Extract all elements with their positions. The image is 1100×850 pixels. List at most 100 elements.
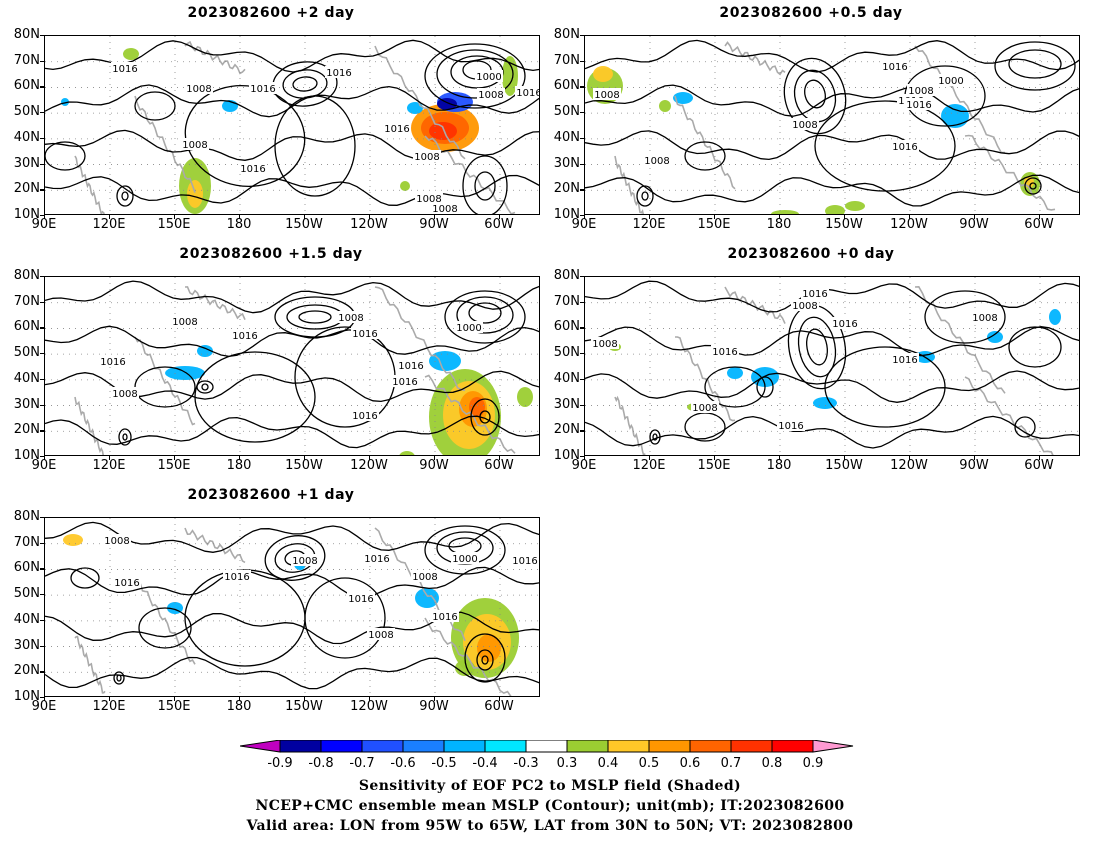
contour-label: 1016 <box>232 331 257 342</box>
map-canvas: 1008 1016 1016 1008 1016 1016 1008 1000 1008 1016… <box>45 518 539 696</box>
coastline <box>614 155 645 214</box>
mslp-contour <box>286 304 344 330</box>
latitude-label: 60N <box>13 319 40 335</box>
latitude-label: 60N <box>553 319 580 335</box>
mslp-contour <box>793 69 837 123</box>
latitude-label: 60N <box>13 78 40 94</box>
contour-label: 1000 <box>452 554 477 565</box>
colorbar-label: 0.7 <box>720 756 742 771</box>
coastline <box>424 374 516 454</box>
latitude-label: 50N <box>13 586 40 602</box>
contour-label: 1008 <box>414 152 439 163</box>
colorbar-swatch <box>812 740 854 753</box>
coastline <box>374 45 466 160</box>
latitude-label: 20N <box>13 181 40 197</box>
latitude-label: 70N <box>13 293 40 309</box>
map-canvas: 100810081016100810161008100010161016 <box>585 36 1079 214</box>
colorbar-label: 0.8 <box>761 756 783 771</box>
mslp-contour <box>121 191 129 201</box>
mslp-contour <box>292 76 318 92</box>
latitude-label: 80N <box>553 27 580 42</box>
sensitivity-shading <box>987 331 1003 343</box>
mslp-contour <box>134 91 176 121</box>
longitude-label: 150W <box>285 699 323 714</box>
latitude-label: 80N <box>13 268 40 283</box>
mslp-contour <box>652 433 658 441</box>
map-area: 1008 1016 1008 1016 1016 1008 1016 1008 1016 <box>584 276 1080 456</box>
contour-label: 1016 <box>778 421 803 432</box>
mslp-contour <box>585 39 1079 73</box>
latitude-label: 10N <box>553 448 580 463</box>
sensitivity-shading <box>399 451 415 455</box>
mslp-contour <box>684 141 726 171</box>
map-area: 1008 1016 1016 1008 1016 1016 1008 1000 1008 1016… <box>44 517 540 697</box>
mslp-contour <box>424 525 506 575</box>
mslp-contour <box>45 129 539 161</box>
colorbar-swatch <box>361 740 404 753</box>
colorbar-swatch <box>771 740 814 753</box>
map-panel-plus-0.5-day: 2023082600 +0.5 day 1008 1008 1016 1008 1016… <box>540 5 1082 245</box>
contour-label: 1000 <box>456 323 481 334</box>
mslp-contour <box>783 57 847 135</box>
latitude-label: 50N <box>13 345 40 361</box>
contour-label: 1016 <box>398 361 423 372</box>
longitude-label: 90E <box>31 217 57 232</box>
coastline <box>614 395 646 455</box>
mslp-contour <box>1008 326 1062 368</box>
colorbar-label: 0.3 <box>556 756 578 771</box>
sensitivity-shading <box>187 180 203 208</box>
mslp-contour <box>294 326 396 428</box>
latitude-label: 20N <box>13 422 40 438</box>
mslp-contour <box>116 185 134 207</box>
longitude-label: 90W <box>419 217 449 232</box>
mslp-contour <box>45 84 539 118</box>
contour-label: 1008 <box>644 156 669 167</box>
longitude-label: 90E <box>31 699 57 714</box>
mslp-contour <box>304 577 386 659</box>
contour-label: 1008 <box>592 339 617 350</box>
longitude-label: 90E <box>571 217 597 232</box>
contour-label: 1016 <box>114 578 139 589</box>
contour-label: 1016 <box>352 411 377 422</box>
colorbar-label: -0.7 <box>349 756 375 771</box>
mslp-contour <box>585 280 1079 313</box>
longitude-label: 120E <box>632 217 666 232</box>
sensitivity-shading <box>673 92 693 104</box>
colorbar-swatch <box>607 740 650 753</box>
colorbar-label: -0.4 <box>472 756 498 771</box>
mslp-contour <box>1024 177 1042 195</box>
sensitivity-shading <box>63 534 83 546</box>
contour-label: 1008 <box>292 556 317 567</box>
colorbar-swatch <box>443 740 486 753</box>
latitude-label: 30N <box>13 155 40 171</box>
coastline <box>914 45 1006 154</box>
coastline <box>184 40 246 75</box>
sensitivity-shading <box>845 201 865 211</box>
contour-label: 1016 <box>832 319 857 330</box>
colorbar-swatch <box>566 740 609 753</box>
colorbar-swatch <box>689 740 732 753</box>
latitude-label: 30N <box>13 396 40 412</box>
longitude-label: 120E <box>632 458 666 473</box>
contour-label: 1000 <box>938 76 963 87</box>
contour-label: 1008 <box>186 84 211 95</box>
mslp-contour <box>636 185 654 207</box>
sensitivity-shading <box>502 56 518 96</box>
longitude-label: 60W <box>1024 217 1054 232</box>
latitude-label: 20N <box>553 422 580 438</box>
contour-label: 1016 <box>352 329 377 340</box>
latitude-label: 30N <box>553 396 580 412</box>
latitude-label: 80N <box>553 268 580 283</box>
colorbar-swatch <box>648 740 691 753</box>
latitude-label: 50N <box>553 345 580 361</box>
map-panel-plus-2-day: 2023082600 +2 day 1016 1008 1016 1008 1016 10… <box>0 5 542 245</box>
mslp-contour <box>804 79 826 109</box>
coastline <box>184 527 246 564</box>
mslp-contour <box>444 290 526 344</box>
mslp-contour <box>274 95 356 197</box>
sensitivity-shading <box>400 181 410 191</box>
contour-label: 1016 <box>326 68 351 79</box>
panel-title: 2023082600 +1 day <box>187 487 355 503</box>
coastline <box>724 286 786 324</box>
longitude-label: 180 <box>766 458 792 473</box>
